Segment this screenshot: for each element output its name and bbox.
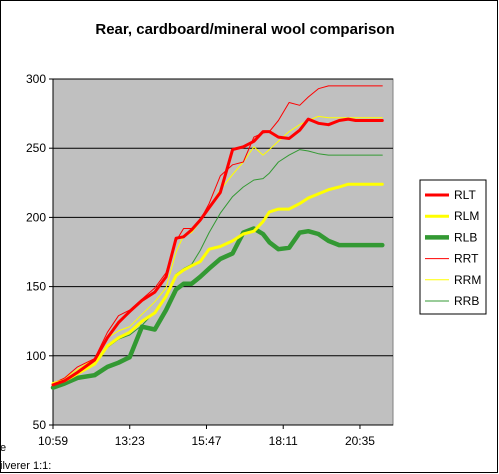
chart-title: Rear, cardboard/mineral wool comparison [95,21,394,38]
series-line-rlt [51,117,384,387]
x-tick-label: 10:59 [38,434,68,448]
legend-label-rrb: RRB [454,294,479,308]
legend-label-rlt: RLT [454,188,476,202]
x-tick-label: 15:47 [191,434,221,448]
y-tick-label: 50 [33,418,47,432]
y-tick-label: 300 [26,72,46,86]
stray-label-left: e [0,442,6,454]
series-line-rrb [52,149,383,386]
legend: RLT RLM RLB RRT RRM RRB [419,179,487,315]
series-line-rlb [50,226,385,390]
plot-area: 50 100 150 200 250 300 10:59 13:23 15:47 18:11 20:… [26,72,394,448]
plot-background [52,78,394,426]
legend-label-rlb: RLB [454,230,477,244]
stray-label-bottom: ilverer 1:1: [0,460,51,472]
y-tick-label: 100 [26,349,46,363]
legend-label-rlm: RLM [454,209,479,223]
legend-label-rrt: RRT [454,252,479,266]
y-tick-label: 150 [26,280,46,294]
x-tick-label: 13:23 [115,434,145,448]
legend-box [419,179,487,315]
x-tick-label: 18:11 [269,434,298,448]
series-line-rrm [52,115,383,384]
series-line-rlm [51,182,384,385]
legend-label-rrm: RRM [454,273,481,287]
y-tick-label: 250 [26,141,46,155]
series-line-rrt [52,85,383,384]
x-tick-label: 20:35 [345,434,375,448]
y-tick-label: 200 [26,210,46,224]
